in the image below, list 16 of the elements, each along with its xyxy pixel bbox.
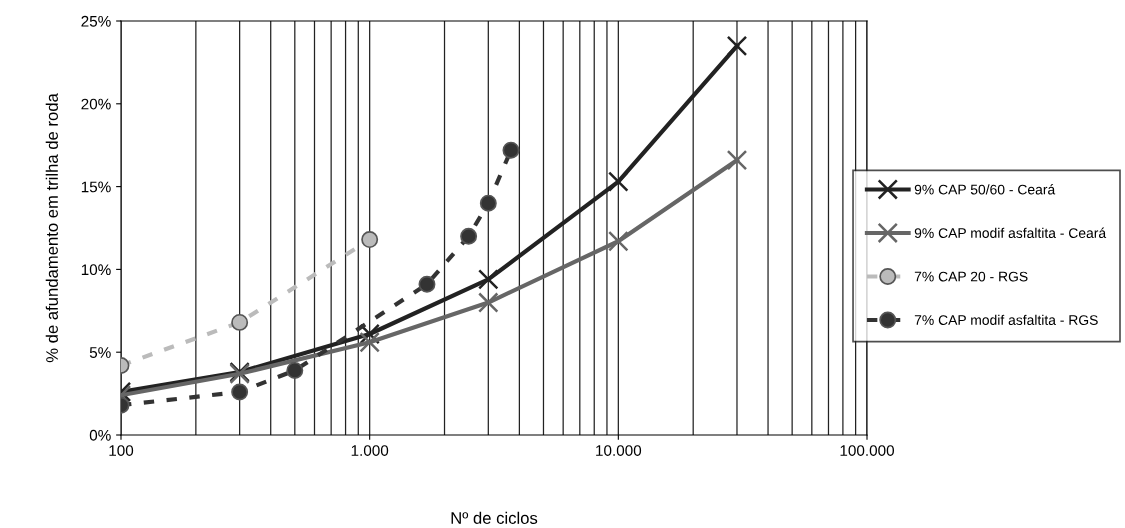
x-tick-label: 100: [109, 445, 134, 456]
y-tick-label: 25%: [81, 15, 111, 27]
y-axis-title: % de afundamento em trilha de roda: [45, 93, 58, 363]
y-tick-label: 5%: [89, 347, 111, 358]
y-tick-label: 10%: [81, 264, 111, 276]
x-tick-label: 10.000: [596, 445, 642, 456]
y-tick-label: 20%: [81, 98, 111, 110]
legend-label: 7% CAP modif asfaltita - RGS: [914, 314, 1098, 325]
legend-label: 9% CAP 50/60 - Ceará: [914, 184, 1056, 195]
x-tick-label: 100.000: [840, 445, 895, 456]
x-axis-title: Nº de ciclos: [451, 511, 538, 524]
legend-label: 9% CAP modif asfaltita - Ceará: [914, 227, 1107, 238]
legend-label: 7% CAP 20 - RGS: [914, 271, 1028, 282]
y-tick-label: 0%: [89, 429, 111, 441]
y-tick-label: 15%: [81, 181, 111, 193]
x-tick-label: 1.000: [351, 445, 389, 456]
